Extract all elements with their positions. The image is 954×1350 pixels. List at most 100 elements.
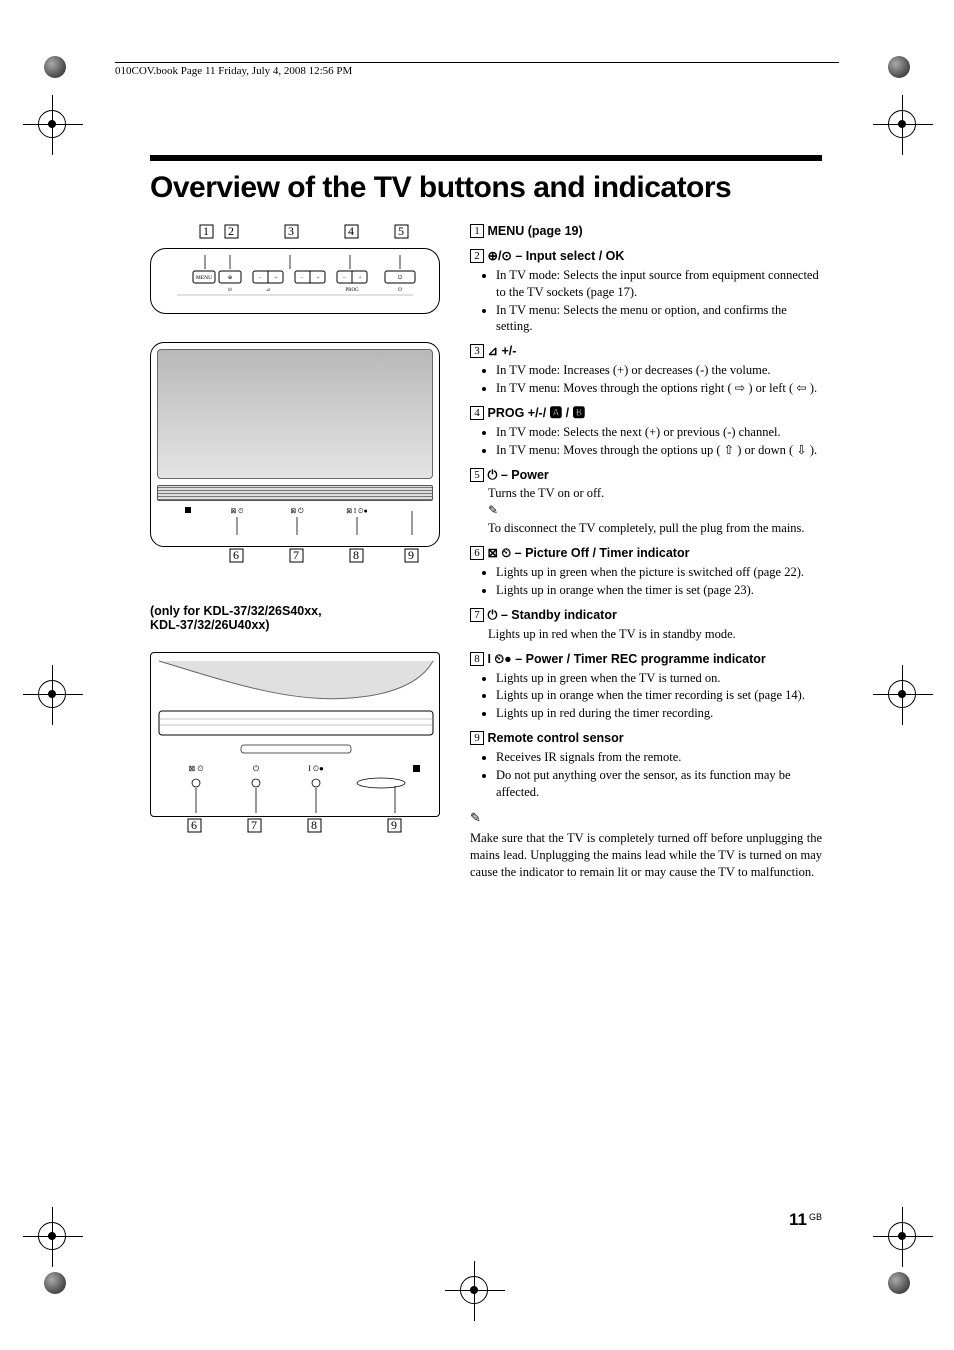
item-bullets: Lights up in green when the picture is s…: [496, 564, 822, 599]
item-heading: 7 ⏻ – Standby indicator: [470, 607, 822, 624]
bullet: In TV mode: Selects the input source fro…: [496, 267, 822, 301]
reg-mark: [888, 680, 916, 708]
description-column: 1 MENU (page 19) 2 ⊕/⊙ – Input select / O…: [470, 223, 822, 881]
item-5: 5 ⏻ – PowerTurns the TV on or off.✎ To di…: [470, 467, 822, 538]
model-note-line2: KDL-37/32/26U40xx): [150, 618, 440, 632]
header-text: 010COV.book Page 11 Friday, July 4, 2008…: [115, 65, 352, 77]
bullet: In TV menu: Moves through the options up…: [496, 442, 822, 459]
bullet: Do not put anything over the sensor, as …: [496, 767, 822, 801]
svg-text:⊕: ⊕: [228, 275, 233, 281]
item-2: 2 ⊕/⊙ – Input select / OK In TV mode: Sel…: [470, 248, 822, 335]
item-heading: 4 PROG +/-/ 🅰 / 🅱: [470, 405, 822, 422]
svg-text:⏻: ⏻: [398, 287, 402, 293]
item-bullets: Receives IR signals from the remote.Do n…: [496, 749, 822, 801]
item-7: 7 ⏻ – Standby indicator Lights up in red …: [470, 607, 822, 643]
item-heading: 8 I ⏲● – Power / Timer REC programme ind…: [470, 651, 822, 668]
svg-text:PROG: PROG: [345, 288, 359, 293]
svg-text:⊠ ⏲: ⊠ ⏲: [189, 764, 204, 773]
item-bullets: In TV mode: Selects the next (+) or prev…: [496, 424, 822, 459]
item-4: 4 PROG +/-/ 🅰 / 🅱 In TV mode: Selects the…: [470, 405, 822, 459]
bullet: Lights up in green when the picture is s…: [496, 564, 822, 581]
speaker-variant-diagram: ⊠ ⏲ ⏻ I ⏲●: [150, 652, 440, 817]
svg-text:8: 8: [353, 548, 359, 562]
svg-text:⊙: ⊙: [228, 287, 232, 293]
svg-text:6: 6: [233, 548, 239, 562]
svg-text:I ⏲●: I ⏲●: [308, 764, 324, 773]
svg-text:9: 9: [408, 548, 414, 562]
reg-mark: [38, 110, 66, 138]
screen-area: [157, 349, 433, 479]
item-8: 8 I ⏲● – Power / Timer REC programme ind…: [470, 651, 822, 723]
reg-mark: [460, 1276, 488, 1304]
svg-text:1: 1: [203, 224, 209, 238]
item-note-text: To disconnect the TV completely, pull th…: [488, 520, 822, 537]
bottom-callout-row-2: 6 7 8 9: [150, 817, 440, 839]
bullet: Lights up in orange when the timer recor…: [496, 687, 822, 704]
page-number: 11GB: [789, 1210, 822, 1230]
item-body-text: Lights up in red when the TV is in stand…: [488, 626, 822, 643]
svg-text:+: +: [358, 275, 361, 281]
svg-text:⊠ I ⏲●: ⊠ I ⏲●: [346, 507, 367, 515]
bullet: In TV menu: Moves through the options ri…: [496, 380, 822, 397]
tv-front-diagram: ⊠ ⏲ ⊠ ⏻ ⊠ I ⏲●: [150, 342, 440, 547]
reg-mark: [38, 680, 66, 708]
indicator-row: ⊠ ⏲ ⊠ ⏻ ⊠ I ⏲●: [157, 501, 427, 535]
item-heading: 2 ⊕/⊙ – Input select / OK: [470, 248, 822, 265]
item-1: 1 MENU (page 19): [470, 223, 822, 240]
reg-mark: [888, 1222, 916, 1250]
svg-text:MENU: MENU: [196, 275, 212, 281]
svg-text:9: 9: [391, 818, 397, 832]
bullet: In TV mode: Increases (+) or decreases (…: [496, 362, 822, 379]
diagram-column: 1 2 3 4 5: [150, 223, 440, 881]
reg-mark: [888, 110, 916, 138]
bottom-callout-row-1: 6 7 8 9: [150, 547, 440, 567]
bullet: In TV menu: Selects the menu or option, …: [496, 302, 822, 336]
svg-text:2: 2: [228, 224, 234, 238]
item-3: 3 ⊿ +/- In TV mode: Increases (+) or decr…: [470, 343, 822, 397]
page-lang: GB: [809, 1212, 822, 1222]
bullet: Lights up in red during the timer record…: [496, 705, 822, 722]
item-body-text: Turns the TV on or off.: [488, 485, 822, 502]
speaker-grille: [157, 485, 433, 501]
model-note-line1: (only for KDL-37/32/26S40xx,: [150, 604, 440, 618]
item-heading: 3 ⊿ +/-: [470, 343, 822, 360]
crop-dot: [888, 56, 910, 78]
svg-text:−: −: [342, 275, 345, 281]
item-9: 9 Remote control sensorReceives IR signa…: [470, 730, 822, 801]
button-panel-svg: MENU ⊕ − + − + − + ⏻ ⊙ ⊿ PROG ⏻: [165, 255, 425, 305]
note-icon: ✎: [488, 502, 822, 518]
reg-mark: [38, 1222, 66, 1250]
svg-text:4: 4: [348, 224, 354, 238]
svg-text:3: 3: [288, 224, 294, 238]
item-heading: 5 ⏻ – Power: [470, 467, 822, 484]
svg-text:7: 7: [251, 818, 257, 832]
crop-dot: [44, 56, 66, 78]
svg-text:⊠ ⏲: ⊠ ⏲: [230, 507, 244, 515]
svg-text:−: −: [258, 275, 261, 281]
model-note: (only for KDL-37/32/26S40xx, KDL-37/32/2…: [150, 604, 440, 632]
item-6: 6 ⊠ ⏲ – Picture Off / Timer indicatorLig…: [470, 545, 822, 599]
title-rule: [150, 155, 822, 161]
page-title: Overview of the TV buttons and indicator…: [150, 171, 822, 205]
running-header: 010COV.book Page 11 Friday, July 4, 2008…: [115, 62, 839, 77]
svg-text:⊿: ⊿: [266, 288, 270, 293]
bullet: Receives IR signals from the remote.: [496, 749, 822, 766]
svg-text:+: +: [274, 275, 277, 281]
crop-dot: [888, 1272, 910, 1294]
final-note-icon: ✎: [470, 809, 822, 827]
svg-text:7: 7: [293, 548, 299, 562]
item-heading: 1 MENU (page 19): [470, 223, 822, 240]
svg-text:6: 6: [191, 818, 197, 832]
page-number-value: 11: [789, 1210, 807, 1229]
bullet: In TV mode: Selects the next (+) or prev…: [496, 424, 822, 441]
svg-text:5: 5: [398, 224, 404, 238]
svg-text:⏻: ⏻: [398, 274, 403, 281]
top-callout-row: 1 2 3 4 5: [150, 223, 440, 243]
item-bullets: In TV mode: Selects the input source fro…: [496, 267, 822, 336]
svg-text:+: +: [316, 275, 319, 281]
svg-text:⏻: ⏻: [253, 764, 260, 773]
bullet: Lights up in orange when the timer is se…: [496, 582, 822, 599]
svg-text:8: 8: [311, 818, 317, 832]
svg-text:−: −: [300, 275, 303, 281]
svg-text:⊠ ⏻: ⊠ ⏻: [290, 507, 304, 515]
